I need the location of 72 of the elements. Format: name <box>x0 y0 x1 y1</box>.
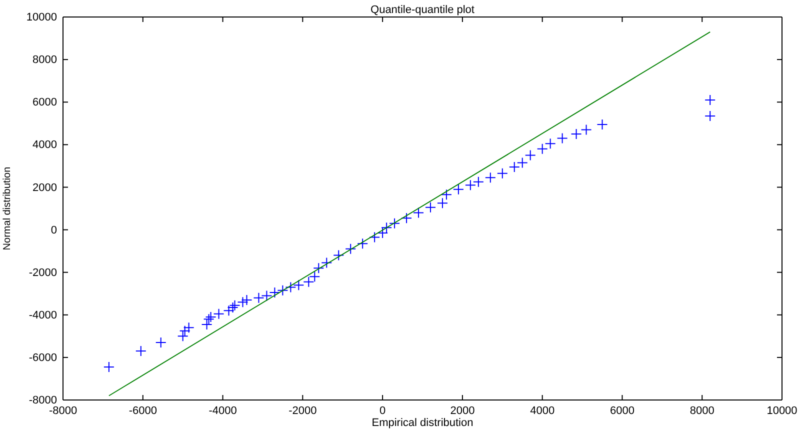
point <box>596 118 608 130</box>
point <box>103 362 114 373</box>
point <box>704 94 716 106</box>
y-tick-label: -2000 <box>28 266 57 279</box>
x-tick-label: 8000 <box>690 404 714 417</box>
y-tick-label: 8000 <box>32 54 57 66</box>
point <box>381 222 392 234</box>
point <box>135 346 146 357</box>
y-tick-label: -4000 <box>28 309 57 322</box>
point <box>413 207 424 218</box>
y-tick-label: 0 <box>50 224 57 236</box>
x-tick-label: 2000 <box>450 404 475 417</box>
point <box>309 271 320 282</box>
point <box>223 305 234 316</box>
point <box>424 202 436 213</box>
y-tick-label: 2000 <box>32 182 57 194</box>
point <box>237 296 248 308</box>
point <box>436 198 448 209</box>
point <box>321 257 332 268</box>
point <box>472 176 484 188</box>
point <box>155 337 166 348</box>
point <box>484 172 496 184</box>
point <box>253 292 264 304</box>
x-tick-label: 6000 <box>610 404 634 417</box>
point <box>293 280 304 291</box>
point <box>508 162 520 173</box>
x-tick-label: -6000 <box>128 404 157 417</box>
x-tick-label: 10000 <box>766 404 798 417</box>
point <box>345 243 356 254</box>
x-tick-label: -2000 <box>288 404 317 417</box>
point <box>377 227 388 238</box>
point <box>401 212 412 224</box>
point <box>556 132 568 144</box>
point <box>369 232 380 243</box>
point <box>524 150 536 161</box>
point <box>303 276 314 288</box>
chart-title: Quantile-quantile plot <box>370 4 474 16</box>
point <box>389 218 400 229</box>
y-tick-label: -6000 <box>28 352 57 364</box>
point <box>580 124 592 136</box>
point <box>544 138 556 150</box>
point <box>313 262 324 274</box>
point <box>516 157 528 168</box>
point <box>704 110 716 122</box>
point <box>241 294 252 306</box>
point <box>213 308 224 320</box>
y-axis-title: Normal distribution <box>2 166 13 250</box>
point <box>440 189 452 200</box>
y-tick-label: 6000 <box>32 96 57 109</box>
point <box>201 318 212 330</box>
x-tick-label: -8000 <box>48 404 78 417</box>
point <box>285 282 296 293</box>
point <box>177 330 188 342</box>
x-tick-label: 4000 <box>530 404 555 417</box>
y-tick-label: -8000 <box>28 394 57 407</box>
y-tick-label: 4000 <box>32 139 57 152</box>
point <box>261 290 272 302</box>
point <box>333 250 344 261</box>
point <box>357 238 368 250</box>
point <box>452 184 464 195</box>
point <box>179 325 190 336</box>
point <box>496 168 508 179</box>
y-tick-label: 10000 <box>26 12 57 24</box>
point <box>277 284 288 296</box>
x-tick-label: -4000 <box>208 404 237 417</box>
point <box>464 180 476 191</box>
point <box>269 287 280 298</box>
point <box>570 128 582 140</box>
x-axis-title: Empirical distribution <box>372 417 474 429</box>
x-tick-label: 0 <box>379 404 386 417</box>
point <box>183 322 194 334</box>
point <box>536 143 548 154</box>
